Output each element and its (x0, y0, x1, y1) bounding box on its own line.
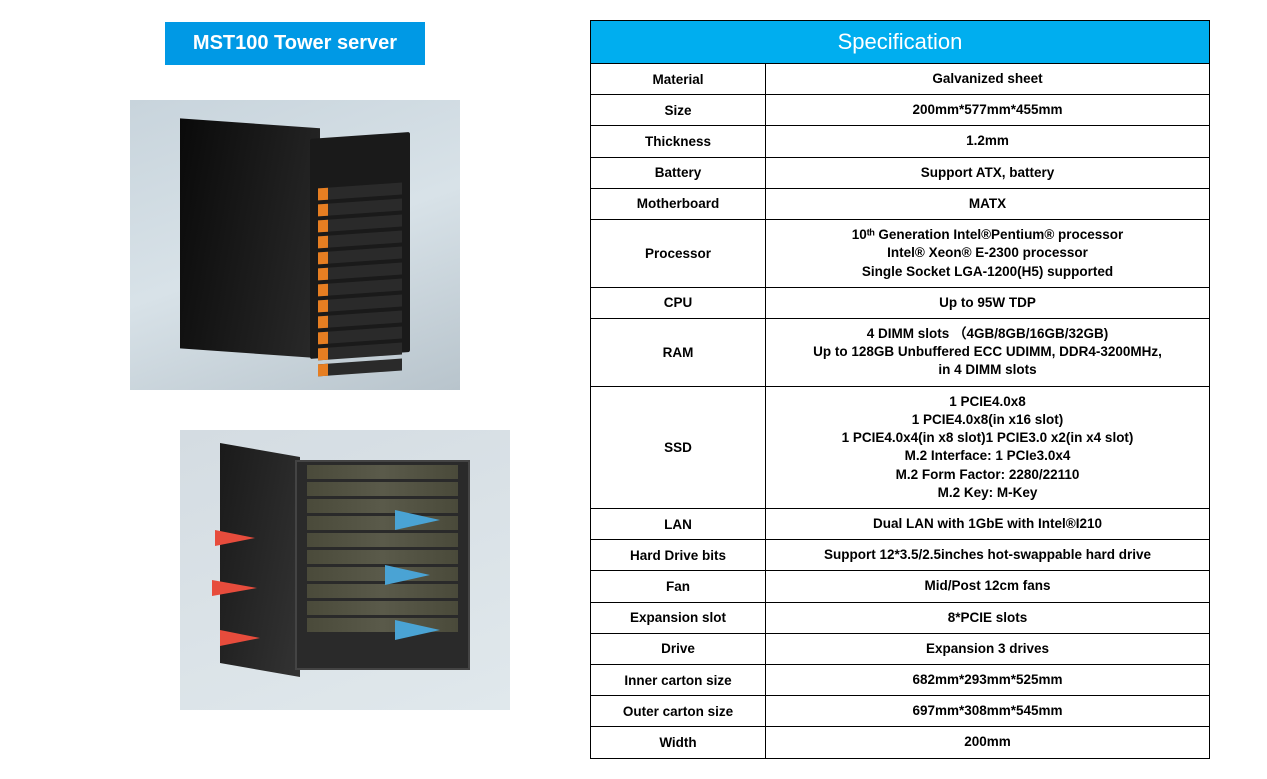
spec-label: Drive (591, 633, 766, 664)
table-row: Expansion slot8*PCIE slots (591, 602, 1210, 633)
spec-label: Width (591, 727, 766, 758)
left-column: MST100 Tower server (30, 20, 560, 759)
spec-value: 682mm*293mm*525mm (766, 665, 1210, 696)
spec-value: Expansion 3 drives (766, 633, 1210, 664)
spec-label: Inner carton size (591, 665, 766, 696)
airflow-in-arrow-icon (395, 620, 440, 640)
spec-label: RAM (591, 318, 766, 386)
spec-label: Fan (591, 571, 766, 602)
spec-label: Thickness (591, 126, 766, 157)
spec-label: Size (591, 95, 766, 126)
product-image-airflow (180, 430, 510, 710)
table-row: Width200mm (591, 727, 1210, 758)
spec-label: Battery (591, 157, 766, 188)
spec-label: CPU (591, 287, 766, 318)
spec-value: 200mm (766, 727, 1210, 758)
spec-label: Motherboard (591, 188, 766, 219)
spec-label: Hard Drive bits (591, 540, 766, 571)
spec-value: Up to 95W TDP (766, 287, 1210, 318)
spec-label: Material (591, 64, 766, 95)
spec-value: Support 12*3.5/2.5inches hot-swappable h… (766, 540, 1210, 571)
product-image-front (130, 100, 460, 390)
spec-label: Outer carton size (591, 696, 766, 727)
server-illustration-open (220, 450, 480, 690)
table-row: MaterialGalvanized sheet (591, 64, 1210, 95)
page-root: MST100 Tower server (0, 0, 1267, 779)
specification-header: Specification (590, 20, 1210, 63)
spec-value: Galvanized sheet (766, 64, 1210, 95)
table-row: LANDual LAN with 1GbE with Intel®I210 (591, 508, 1210, 539)
product-title-banner: MST100 Tower server (165, 22, 425, 65)
spec-value: Mid/Post 12cm fans (766, 571, 1210, 602)
spec-value: 4 DIMM slots （4GB/8GB/16GB/32GB) Up to 1… (766, 318, 1210, 386)
spec-label: SSD (591, 386, 766, 508)
spec-value: 10ᵗʰ Generation Intel®Pentium® processor… (766, 220, 1210, 288)
table-row: MotherboardMATX (591, 188, 1210, 219)
airflow-in-arrow-icon (385, 565, 430, 585)
table-row: Hard Drive bitsSupport 12*3.5/2.5inches … (591, 540, 1210, 571)
spec-value: 1.2mm (766, 126, 1210, 157)
airflow-out-arrow-icon (220, 630, 260, 646)
drive-bays-icon (318, 183, 402, 377)
table-row: Outer carton size697mm*308mm*545mm (591, 696, 1210, 727)
spec-value: MATX (766, 188, 1210, 219)
specification-table: MaterialGalvanized sheetSize200mm*577mm*… (590, 63, 1210, 759)
airflow-out-arrow-icon (212, 580, 257, 596)
table-row: Thickness1.2mm (591, 126, 1210, 157)
table-row: Inner carton size682mm*293mm*525mm (591, 665, 1210, 696)
table-row: RAM4 DIMM slots （4GB/8GB/16GB/32GB) Up t… (591, 318, 1210, 386)
spec-label: Processor (591, 220, 766, 288)
spec-value: Support ATX, battery (766, 157, 1210, 188)
spec-value: 1 PCIE4.0x8 1 PCIE4.0x8(in x16 slot) 1 P… (766, 386, 1210, 508)
spec-value: 697mm*308mm*545mm (766, 696, 1210, 727)
table-row: SSD1 PCIE4.0x8 1 PCIE4.0x8(in x16 slot) … (591, 386, 1210, 508)
spec-value: 200mm*577mm*455mm (766, 95, 1210, 126)
airflow-out-arrow-icon (215, 530, 255, 546)
spec-label: Expansion slot (591, 602, 766, 633)
spec-value: Dual LAN with 1GbE with Intel®I210 (766, 508, 1210, 539)
table-row: DriveExpansion 3 drives (591, 633, 1210, 664)
server-illustration-closed (180, 122, 410, 378)
table-row: FanMid/Post 12cm fans (591, 571, 1210, 602)
spec-value: 8*PCIE slots (766, 602, 1210, 633)
table-row: Size200mm*577mm*455mm (591, 95, 1210, 126)
table-row: CPUUp to 95W TDP (591, 287, 1210, 318)
table-row: Processor10ᵗʰ Generation Intel®Pentium® … (591, 220, 1210, 288)
right-column: Specification MaterialGalvanized sheetSi… (590, 20, 1210, 759)
spec-label: LAN (591, 508, 766, 539)
airflow-in-arrow-icon (395, 510, 440, 530)
table-row: BatterySupport ATX, battery (591, 157, 1210, 188)
